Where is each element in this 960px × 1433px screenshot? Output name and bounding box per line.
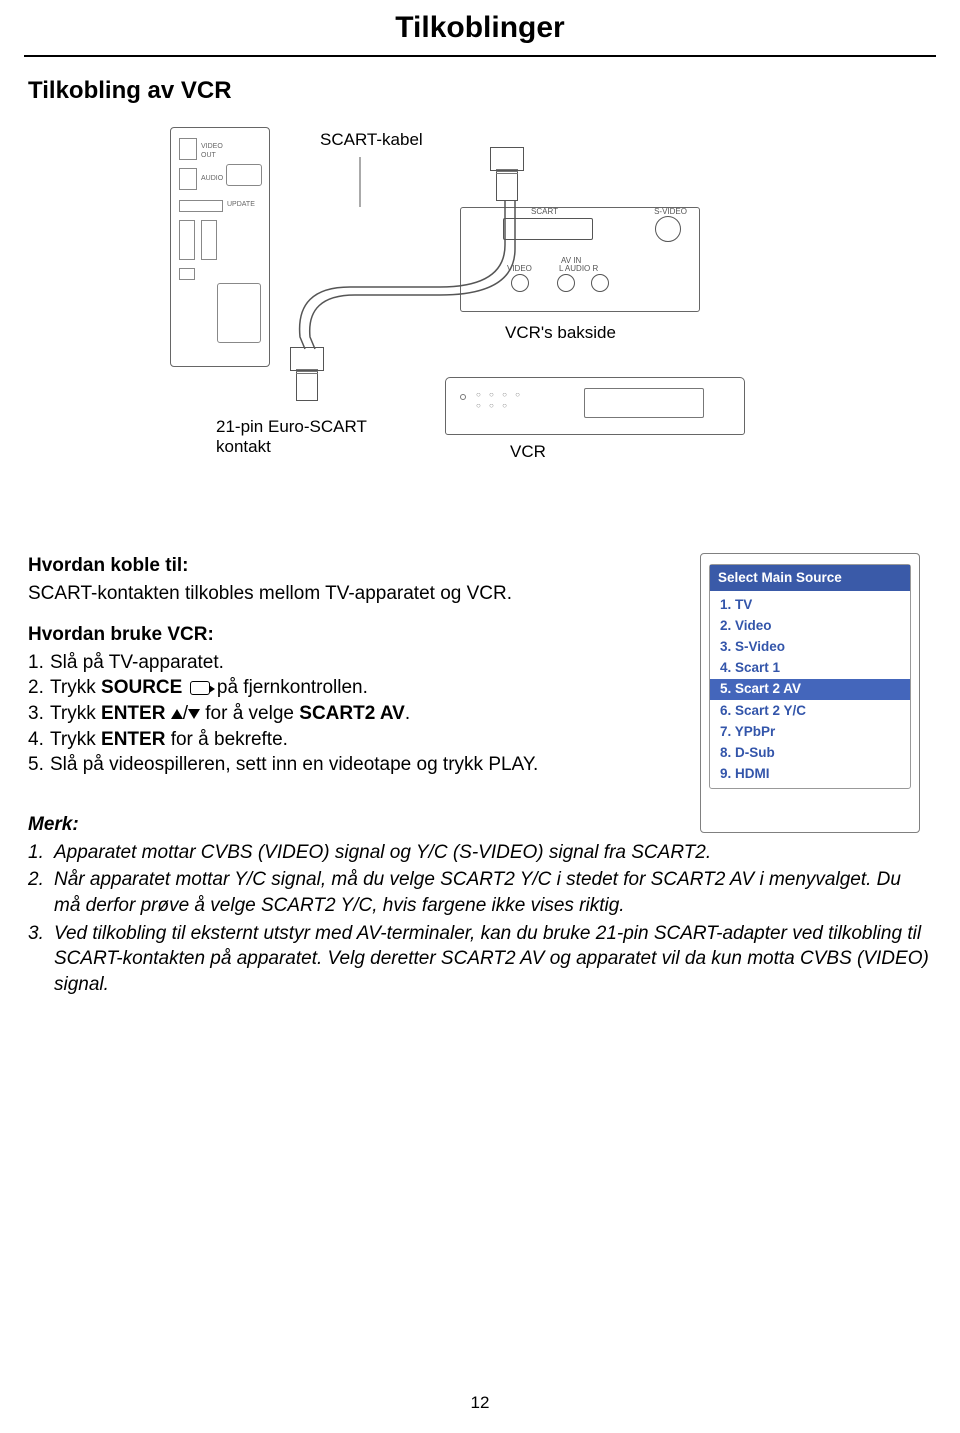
- instruction-area: Hvordan koble til: SCART-kontakten tilko…: [0, 553, 960, 778]
- howto-connect-body: SCART-kontakten tilkobles mellom TV-appa…: [28, 581, 608, 607]
- osd-item: 1. TV: [710, 594, 910, 615]
- page-title: Tilkoblinger: [0, 0, 960, 49]
- note-item: 2.Når apparatet mottar Y/C signal, må du…: [28, 867, 932, 918]
- steps-list: 1.Slå på TV-apparatet.2.Trykk SOURCE på …: [28, 650, 608, 778]
- note-item: 3.Ved tilkobling til eksternt utstyr med…: [28, 921, 932, 998]
- vcr-unit: ○ ○ ○ ○○ ○ ○: [445, 377, 745, 435]
- osd-item: 5. Scart 2 AV: [710, 679, 910, 700]
- section-heading: Tilkobling av VCR: [28, 75, 960, 107]
- notes-section: Merk: 1.Apparatet mottar CVBS (VIDEO) si…: [28, 812, 932, 997]
- step-item: 4.Trykk ENTER for å bekrefte.: [28, 727, 608, 753]
- page-number: 12: [0, 1392, 960, 1415]
- step-item: 1.Slå på TV-apparatet.: [28, 650, 608, 676]
- osd-item: 7. YPbPr: [710, 721, 910, 742]
- cable-paths: [0, 117, 960, 547]
- step-item: 3.Trykk ENTER / for å velge SCART2 AV.: [28, 701, 608, 727]
- osd-item: 9. HDMI: [710, 764, 910, 785]
- connection-diagram: VIDEOOUT AUDIO UPDATE SCART S-VIDEO AV I…: [0, 117, 960, 547]
- scart-contact-label: 21-pin Euro-SCART kontakt: [216, 417, 367, 458]
- step-item: 2.Trykk SOURCE på fjernkontrollen.: [28, 675, 608, 701]
- osd-item: 6. Scart 2 Y/C: [710, 700, 910, 721]
- triangle-down-icon: [188, 709, 200, 719]
- osd-panel: Select Main Source 1. TV2. Video3. S-Vid…: [700, 553, 920, 833]
- triangle-up-icon: [171, 709, 183, 719]
- vcr-unit-label: VCR: [510, 441, 546, 464]
- osd-item: 8. D-Sub: [710, 743, 910, 764]
- osd-title: Select Main Source: [710, 565, 910, 591]
- osd-item: 3. S-Video: [710, 637, 910, 658]
- title-divider: [24, 55, 936, 57]
- howto-connect-heading: Hvordan koble til:: [28, 553, 608, 579]
- note-item: 1.Apparatet mottar CVBS (VIDEO) signal o…: [28, 840, 932, 866]
- osd-list: 1. TV2. Video3. S-Video4. Scart 15. Scar…: [710, 591, 910, 788]
- howto-use-heading: Hvordan bruke VCR:: [28, 622, 608, 648]
- step-item: 5.Slå på videospilleren, sett inn en vid…: [28, 752, 608, 778]
- osd-item: 4. Scart 1: [710, 658, 910, 679]
- source-icon: [190, 681, 210, 695]
- osd-item: 2. Video: [710, 615, 910, 636]
